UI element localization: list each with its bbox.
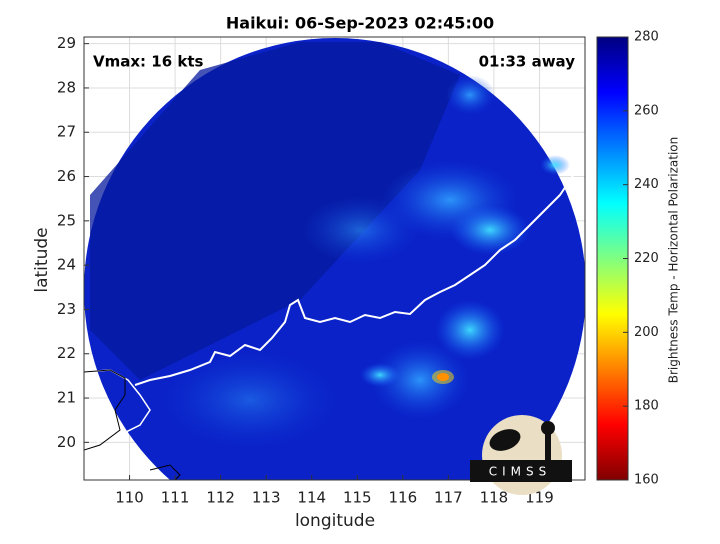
x-tick-label: 116 <box>388 489 417 507</box>
colorbar-tick-label: 240 <box>634 177 659 192</box>
colorbar-tick-label: 260 <box>634 103 659 118</box>
logo-text: CIMSS <box>489 465 552 479</box>
colorbar-tick-label: 220 <box>634 251 659 266</box>
x-tick-label: 112 <box>206 489 235 507</box>
cloud <box>300 195 420 265</box>
y-tick-label: 20 <box>57 433 76 451</box>
plot-frame <box>83 36 586 481</box>
coastline <box>84 369 126 451</box>
y-tick-label: 25 <box>57 211 76 229</box>
y-tick-label: 26 <box>57 167 76 185</box>
x-tick-label: 114 <box>297 489 326 507</box>
x-tick-label: 118 <box>480 489 509 507</box>
annotation: Vmax: 16 kts <box>93 53 203 71</box>
dark-ocean <box>90 42 460 380</box>
logo-tower <box>545 430 551 460</box>
colorbar-tick-label: 280 <box>634 30 659 45</box>
annotation: 01:33 away <box>479 53 576 71</box>
cloud <box>435 300 505 360</box>
chart-title: Haikui: 06-Sep-2023 02:45:00 <box>226 14 494 33</box>
y-tick-label: 22 <box>57 344 76 362</box>
x-tick-label: 113 <box>252 489 281 507</box>
cloud <box>445 75 495 115</box>
y-axis-label: latitude <box>32 227 52 292</box>
x-tick-label: 111 <box>161 489 190 507</box>
logo-tower <box>541 421 555 435</box>
cloud <box>160 350 340 450</box>
y-tick-label: 29 <box>57 34 76 52</box>
y-tick-label: 28 <box>57 78 76 96</box>
coastline <box>134 164 581 386</box>
colorbar-tick-label: 180 <box>634 399 659 414</box>
colorbar-tick-label: 200 <box>634 325 659 340</box>
hot-spot <box>432 370 454 384</box>
y-tick-label: 23 <box>57 300 76 318</box>
logo-band <box>470 460 572 482</box>
logo: CIMSS <box>470 415 572 495</box>
logo-dish <box>489 429 521 451</box>
cloud <box>540 155 570 175</box>
cloud <box>370 340 470 420</box>
x-tick-label: 110 <box>115 489 144 507</box>
x-tick-label: 117 <box>434 489 463 507</box>
satellite-image <box>84 38 585 480</box>
x-axis-label: longitude <box>295 511 375 531</box>
cloud <box>360 363 400 387</box>
colorbar-label: Brightness Temp - Horizontal Polarizatio… <box>667 137 681 384</box>
colorbar-tick-label: 160 <box>634 473 659 488</box>
y-tick-label: 27 <box>57 123 76 141</box>
y-tick-label: 24 <box>57 256 76 274</box>
y-tick-label: 21 <box>57 389 76 407</box>
coastline <box>149 464 181 480</box>
cloud <box>450 205 530 255</box>
colorbar <box>596 36 629 481</box>
x-tick-label: 115 <box>343 489 372 507</box>
